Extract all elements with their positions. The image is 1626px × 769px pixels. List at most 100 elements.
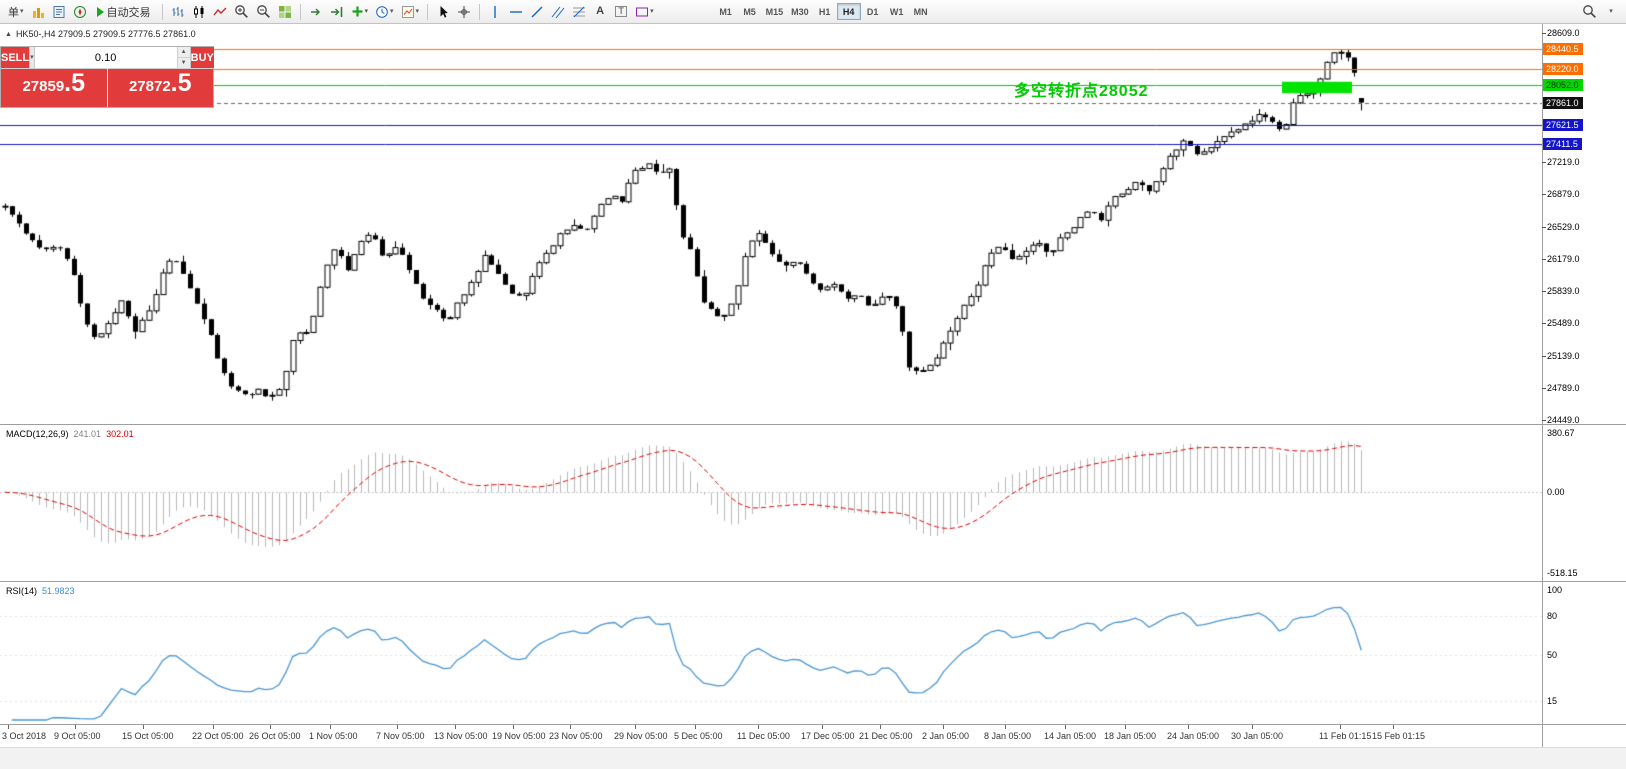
navigator-icon[interactable] — [70, 2, 90, 22]
time-axis[interactable]: 3 Oct 2018 9 Oct 05:00 15 Oct 05:00 22 Oct … — [0, 725, 1542, 747]
timeframe-button-h4[interactable]: H4 — [836, 3, 861, 20]
periods-button[interactable]: ▾ — [372, 2, 397, 22]
autotrade-label: 自动交易 — [106, 6, 151, 19]
bar-chart-icon[interactable] — [168, 2, 188, 22]
cursor-icon[interactable] — [433, 2, 453, 22]
rsi-indicator-canvas[interactable] — [0, 582, 1542, 724]
time-axis-label: 11 Dec 05:00 — [737, 731, 790, 741]
line-chart-icon[interactable] — [210, 2, 230, 22]
macd-axis-label: 0.00 — [1547, 487, 1565, 498]
chevron-down-icon: ▾ — [415, 8, 420, 15]
time-axis-label: 18 Jan 05:00 — [1104, 731, 1157, 741]
zoom-out-icon[interactable] — [253, 2, 274, 22]
time-axis-tick — [270, 725, 271, 729]
time-axis-tick — [1188, 725, 1189, 729]
time-axis-tick — [8, 725, 9, 729]
sell-price-frac: .5 — [64, 69, 86, 97]
play-icon — [96, 6, 104, 17]
timeframe-button-w1[interactable]: W1 — [889, 6, 904, 17]
auto-scroll-icon[interactable] — [306, 2, 326, 22]
macd-indicator-canvas[interactable] — [0, 425, 1542, 581]
buy-price-frac: .5 — [170, 69, 192, 97]
buy-button[interactable]: BUY — [190, 47, 214, 68]
horizontal-line-icon[interactable] — [506, 2, 526, 22]
time-axis-label: 9 Oct 05:00 — [54, 731, 101, 741]
panel-separator[interactable] — [0, 424, 1626, 425]
price-scale-separator — [1542, 24, 1543, 747]
templates-button[interactable]: ▾ — [398, 2, 423, 22]
price-axis-label: 24449.0 — [1547, 415, 1580, 425]
buy-price-main: 27872 — [128, 78, 171, 95]
sell-price[interactable]: 27859 .5 — [1, 69, 107, 107]
crosshair-icon[interactable] — [454, 2, 474, 22]
time-axis-label: 13 Nov 05:00 — [434, 731, 488, 741]
text-icon[interactable]: A — [596, 5, 605, 17]
time-axis-label: 7 Nov 05:00 — [376, 731, 425, 741]
price-axis-label: 24789.0 — [1547, 383, 1580, 394]
price-axis-tick — [1542, 33, 1546, 34]
chart-shift-icon[interactable] — [327, 2, 347, 22]
time-axis-label: 15 Oct 05:00 — [122, 731, 174, 741]
time-axis-label: 24 Jan 05:00 — [1167, 731, 1220, 741]
tile-windows-icon[interactable] — [275, 2, 295, 22]
time-axis-label: 11 Feb 01:15 — [1319, 731, 1372, 741]
fibonacci-icon[interactable] — [569, 2, 589, 22]
time-axis-label: 29 Nov 05:00 — [614, 731, 668, 741]
channel-icon[interactable] — [548, 2, 568, 22]
chart-title: ▲ HK50-,H4 27909.5 27909.5 27776.5 27861… — [5, 29, 196, 39]
time-axis-label: 14 Jan 05:00 — [1044, 731, 1097, 741]
vertical-line-icon[interactable] — [485, 2, 505, 22]
price-axis-label: 28609.0 — [1547, 28, 1580, 38]
search-icon[interactable] — [1579, 2, 1600, 22]
timeframe-button-d1[interactable]: D1 — [866, 6, 879, 17]
data-window-icon[interactable] — [49, 2, 69, 22]
toolbar-separator — [299, 3, 301, 20]
timeframe-button-m1[interactable]: M1 — [719, 6, 732, 17]
price-axis-tick — [1542, 194, 1546, 195]
timeframe-button-m15[interactable]: M15 — [765, 6, 784, 17]
time-axis-tick — [75, 725, 76, 729]
lot-dropdown-button[interactable]: ▾ — [29, 47, 35, 68]
shapes-button[interactable]: ▾ — [632, 2, 657, 22]
chevron-down-icon: ▾ — [390, 8, 394, 15]
toolbar-overflow-button[interactable]: ▾ — [1601, 2, 1621, 22]
lot-decrease-button[interactable]: ▼ — [177, 58, 190, 68]
timeframe-button-mn[interactable]: MN — [913, 6, 928, 17]
time-axis-tick — [695, 725, 696, 729]
candlestick-chart-icon[interactable] — [189, 2, 209, 22]
autotrade-button[interactable]: 自动交易 — [91, 2, 157, 22]
trendline-icon[interactable] — [527, 2, 547, 22]
price-axis-tick — [1542, 388, 1546, 389]
rsi-value: 51.9823 — [42, 586, 75, 596]
price-axis-label: 25139.0 — [1547, 350, 1580, 361]
price-chart-canvas[interactable] — [0, 24, 1542, 424]
label-icon[interactable]: T — [611, 2, 631, 22]
lot-input[interactable] — [34, 47, 177, 68]
collapse-panel-icon[interactable]: ▲ — [5, 30, 12, 38]
bottom-strip — [0, 747, 1626, 769]
new-order-button[interactable]: 单 ▾ — [5, 2, 27, 22]
price-axis-tick — [1542, 259, 1546, 260]
sell-button[interactable]: SELL — [1, 47, 30, 68]
time-axis-tick — [1393, 725, 1394, 729]
time-axis-label: 5 Dec 05:00 — [674, 731, 723, 741]
time-axis-tick — [880, 725, 881, 729]
price-level-label: 28052.0 — [1543, 78, 1583, 91]
panel-separator[interactable] — [0, 581, 1626, 582]
zoom-in-icon[interactable] — [231, 2, 252, 22]
toolbar-separator — [479, 3, 481, 20]
timeframe-button-m5[interactable]: M5 — [743, 6, 756, 17]
time-axis-tick — [1065, 725, 1066, 729]
lot-increase-button[interactable]: ▲ — [177, 47, 190, 58]
macd-name: MACD(12,26,9) — [6, 429, 69, 439]
time-axis-label: 3 Oct 2018 — [2, 731, 47, 741]
toolbar: 单 ▾ 自动交易 — [0, 0, 1626, 24]
timeframe-button-m30[interactable]: M30 — [791, 6, 809, 17]
indicators-button[interactable]: ▾ — [348, 2, 372, 22]
market-watch-icon[interactable] — [28, 2, 48, 22]
time-axis-label: 22 Oct 05:00 — [192, 731, 244, 741]
buy-price[interactable]: 27872 .5 — [107, 69, 213, 107]
timeframe-button-h1[interactable]: H1 — [818, 6, 831, 17]
time-axis-label: 23 Nov 05:00 — [549, 731, 603, 741]
